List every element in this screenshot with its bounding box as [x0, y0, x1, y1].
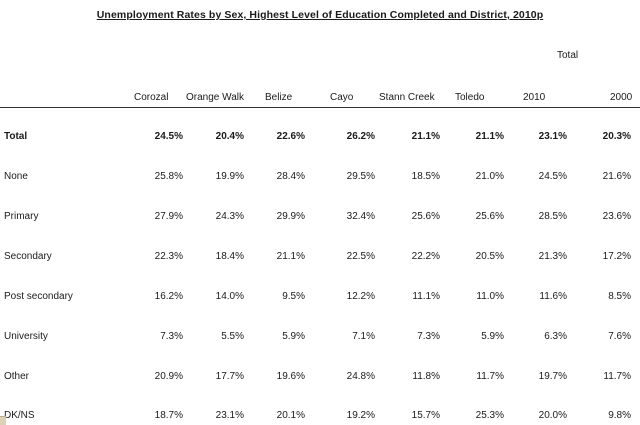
table-cell: 12.2%: [346, 291, 375, 302]
table-cell: 24.5%: [154, 131, 183, 142]
column-header-orange-walk: Orange Walk: [186, 92, 244, 103]
table-cell: 22.5%: [346, 251, 375, 262]
table-cell: 26.2%: [346, 131, 375, 142]
table-cell: 5.5%: [221, 331, 244, 342]
table-cell: 20.4%: [215, 131, 244, 142]
table-cell: 20.0%: [538, 410, 567, 421]
table-cell: 18.7%: [154, 410, 183, 421]
table-cell: 9.8%: [608, 410, 631, 421]
table-cell: 19.6%: [276, 371, 305, 382]
table-cell: 20.9%: [154, 371, 183, 382]
table-cell: 11.7%: [603, 371, 631, 382]
table-title: Unemployment Rates by Sex, Highest Level…: [96, 9, 544, 21]
table-cell: 28.5%: [538, 211, 567, 222]
table-cell: 11.7%: [476, 371, 504, 382]
table-cell: 20.5%: [475, 251, 504, 262]
table-cell: 9.5%: [282, 291, 305, 302]
column-header-2000: 2000: [610, 92, 633, 103]
table-cell: 7.3%: [160, 331, 183, 342]
table-cell: 23.6%: [602, 211, 631, 222]
column-header-toledo: Toledo: [455, 92, 485, 103]
table-cell: 24.8%: [346, 371, 375, 382]
table-cell: 20.3%: [602, 131, 631, 142]
table-cell: 5.9%: [282, 331, 305, 342]
column-header-belize: Belize: [265, 92, 293, 103]
row-label: Primary: [4, 211, 39, 222]
table-row-other: Other 20.9% 17.7% 19.6% 24.8% 11.8% 11.7…: [0, 371, 640, 385]
table-cell: 25.6%: [475, 211, 504, 222]
table-cell: 11.0%: [476, 291, 504, 302]
table-cell: 25.8%: [154, 171, 183, 182]
table-cell: 11.1%: [412, 291, 440, 302]
header-divider: [0, 107, 640, 108]
table-row-secondary: Secondary 22.3% 18.4% 21.1% 22.5% 22.2% …: [0, 251, 640, 265]
table-cell: 6.3%: [544, 331, 567, 342]
table-cell: 28.4%: [276, 171, 305, 182]
row-label: Secondary: [4, 251, 52, 262]
table-cell: 21.1%: [276, 251, 305, 262]
table-cell: 8.5%: [608, 291, 631, 302]
row-label: Post secondary: [4, 291, 73, 302]
column-header-row: Corozal Orange Walk Belize Cayo Stann Cr…: [0, 92, 640, 106]
table-row-none: None 25.8% 19.9% 28.4% 29.5% 18.5% 21.0%…: [0, 171, 640, 185]
table-cell: 16.2%: [154, 291, 183, 302]
table-row-university: University 7.3% 5.5% 5.9% 7.1% 7.3% 5.9%…: [0, 331, 640, 345]
table-row-post-secondary: Post secondary 16.2% 14.0% 9.5% 12.2% 11…: [0, 291, 640, 305]
table-cell: 21.0%: [475, 171, 504, 182]
table-cell: 15.7%: [411, 410, 440, 421]
total-group-header: Total: [557, 50, 579, 61]
column-header-corozal: Corozal: [134, 92, 169, 103]
table-row-primary: Primary 27.9% 24.3% 29.9% 32.4% 25.6% 25…: [0, 211, 640, 225]
table-cell: 29.9%: [276, 211, 305, 222]
table-cell: 29.5%: [346, 171, 375, 182]
table-cell: 17.2%: [602, 251, 631, 262]
table-cell: 25.3%: [475, 410, 504, 421]
table-cell: 7.3%: [417, 331, 440, 342]
table-cell: 18.5%: [411, 171, 440, 182]
table-cell: 19.9%: [215, 171, 244, 182]
table-cell: 11.6%: [539, 291, 567, 302]
table-cell: 23.1%: [538, 131, 567, 142]
table-cell: 21.6%: [602, 171, 631, 182]
table-cell: 24.5%: [538, 171, 567, 182]
table-cell: 22.2%: [411, 251, 440, 262]
table-cell: 14.0%: [215, 291, 244, 302]
table-cell: 5.9%: [481, 331, 504, 342]
row-label: None: [4, 171, 28, 182]
table-row-dk-ns: DK/NS 18.7% 23.1% 20.1% 19.2% 15.7% 25.3…: [0, 410, 640, 424]
table-cell: 22.6%: [276, 131, 305, 142]
table-cell: 24.3%: [215, 211, 244, 222]
table-cell: 20.1%: [276, 410, 305, 421]
table-cell: 21.3%: [538, 251, 567, 262]
table-cell: 17.7%: [215, 371, 244, 382]
table-cell: 11.8%: [412, 371, 440, 382]
row-label: Total: [4, 131, 28, 142]
table-cell: 21.1%: [411, 131, 440, 142]
column-header-cayo: Cayo: [330, 92, 354, 103]
row-label: Other: [4, 371, 30, 382]
table-cell: 19.7%: [538, 371, 567, 382]
row-label: University: [4, 331, 48, 342]
table-cell: 21.1%: [475, 131, 504, 142]
table-cell: 7.1%: [352, 331, 375, 342]
table-cell: 32.4%: [346, 211, 375, 222]
table-cell: 22.3%: [154, 251, 183, 262]
table-row-total: Total 24.5% 20.4% 22.6% 26.2% 21.1% 21.1…: [0, 131, 640, 145]
table-cell: 23.1%: [215, 410, 244, 421]
table-cell: 19.2%: [346, 410, 375, 421]
column-header-2010: 2010: [523, 92, 546, 103]
table-cell: 7.6%: [608, 331, 631, 342]
table-cell: 25.6%: [411, 211, 440, 222]
corner-graphic-icon: [0, 416, 6, 425]
row-label: DK/NS: [4, 410, 35, 421]
table-cell: 27.9%: [154, 211, 183, 222]
column-header-stann-creek: Stann Creek: [379, 92, 435, 103]
table-cell: 18.4%: [215, 251, 244, 262]
